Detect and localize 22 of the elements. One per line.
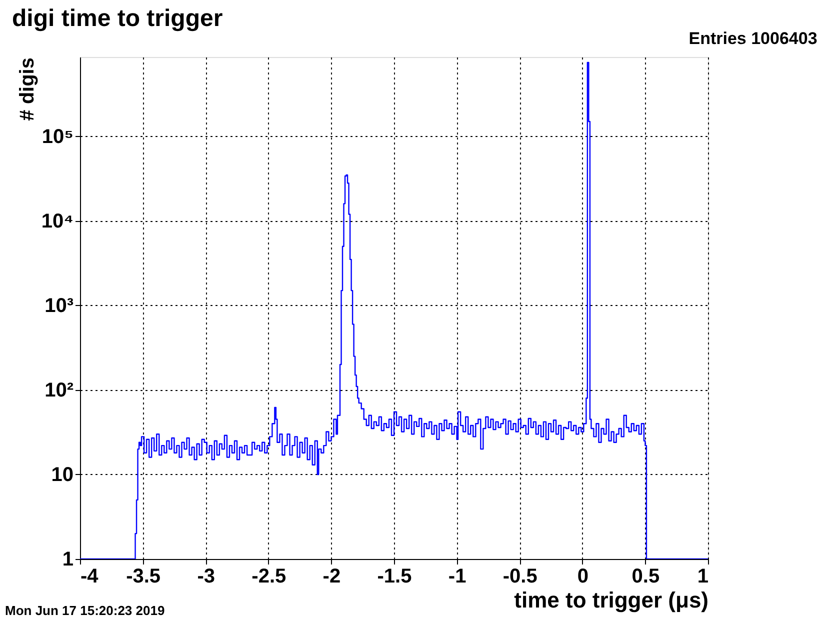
x-tick-label: 0.5 xyxy=(632,566,660,588)
x-tick-label: -0.5 xyxy=(502,566,538,588)
y-axis-title: # digis xyxy=(16,58,38,121)
text: Mon Jun 17 15:20:23 2019 xyxy=(5,603,165,618)
y-tick-label: 10³ xyxy=(44,294,74,317)
x-tick-label: -3.5 xyxy=(126,566,161,588)
chart-title: digi time to trigger xyxy=(12,5,223,32)
x-axis-title: time to trigger (μs) xyxy=(514,588,708,612)
y-tick-label: 1 xyxy=(62,548,74,570)
x-tick-label: -2 xyxy=(322,566,341,588)
y-tick-label: 10⁵ xyxy=(42,126,74,148)
y-tick-label: 10² xyxy=(44,379,74,402)
x-tick-label: 0 xyxy=(577,566,588,588)
x-tick-label: -3 xyxy=(197,566,215,588)
text: Entries 1006403 xyxy=(688,29,818,48)
x-tick-label: -2.5 xyxy=(252,566,286,588)
x-tick-label: -1.5 xyxy=(377,566,412,588)
y-tick-label: 10⁴ xyxy=(41,210,74,232)
y-tick-label: 10 xyxy=(51,464,74,486)
x-tick-label: -4 xyxy=(80,566,100,588)
x-tick-label: 1 xyxy=(697,566,708,588)
x-tick-label: -1 xyxy=(448,566,466,588)
